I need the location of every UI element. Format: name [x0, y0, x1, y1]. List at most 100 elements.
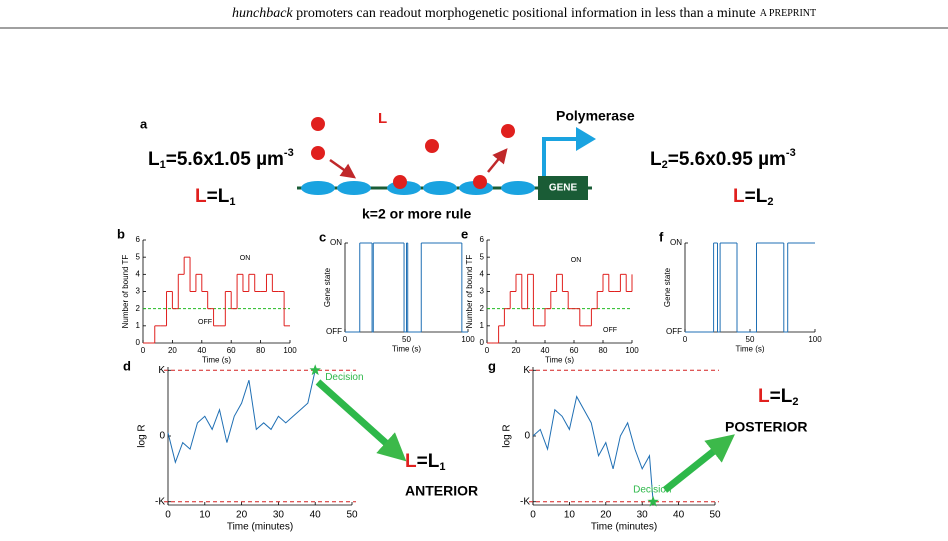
- y-tick-label: K: [158, 365, 165, 376]
- panel-letter: f: [659, 229, 664, 244]
- y-tick-label: 5: [480, 252, 485, 261]
- x-tick-label: 10: [199, 510, 211, 521]
- y-axis-label: Gene state: [323, 267, 332, 307]
- x-tick-label: 100: [625, 346, 639, 355]
- y-tick-label: 2: [480, 304, 485, 313]
- y-tick-label: 4: [136, 269, 141, 278]
- x-axis-label: Time (s): [202, 356, 231, 365]
- x-tick-label: 60: [570, 346, 579, 355]
- ligand-eq-left: L=L1: [195, 186, 235, 208]
- x-tick-label: 0: [485, 346, 490, 355]
- x-tick-label: 50: [346, 510, 358, 521]
- x-tick-label: 50: [402, 335, 411, 344]
- state-annotation: OFF: [603, 327, 617, 334]
- outcome-arrow: [315, 379, 407, 462]
- concentration-left: L1=5.6x1.05 µm-3: [148, 147, 294, 171]
- y-tick-label: K: [523, 365, 530, 376]
- y-tick-label: 6: [480, 235, 485, 244]
- y-tick-label: 0: [480, 338, 485, 347]
- x-tick-label: 10: [564, 510, 576, 521]
- x-axis-label: Time (minutes): [591, 522, 657, 533]
- y-tick-label: 6: [136, 235, 141, 244]
- series-line: [167, 370, 316, 464]
- y-tick-label: 3: [480, 287, 485, 296]
- y-axis-label: Number of bound TF: [121, 255, 130, 329]
- gene-label: GENE: [549, 183, 578, 194]
- outcome-eq-text: =L: [770, 386, 793, 407]
- polymerase-arrow: [542, 127, 596, 176]
- panel-letter: e: [461, 226, 468, 241]
- y-axis-label: Gene state: [663, 267, 672, 307]
- rule-label: k=2 or more rule: [362, 206, 472, 222]
- outcome-symbol: L: [405, 451, 417, 472]
- x-tick-label: 0: [683, 335, 688, 344]
- y-tick-label: OFF: [666, 327, 682, 336]
- x-tick-label: 20: [512, 346, 521, 355]
- panel-letter: a: [140, 116, 148, 131]
- x-axis-label: Time (minutes): [227, 522, 293, 533]
- panel-letter: g: [488, 358, 496, 373]
- x-tick-label: 20: [600, 510, 612, 521]
- x-tick-label: 20: [168, 346, 177, 355]
- unbinding-arrow: [487, 148, 508, 173]
- y-tick-label: 0: [136, 338, 141, 347]
- x-tick-label: 30: [273, 510, 285, 521]
- outcome-eq: L=L1: [405, 451, 445, 473]
- y-axis-label: log R: [137, 424, 148, 447]
- decision-label: Decision: [633, 484, 671, 495]
- y-tick-label: -K: [155, 496, 165, 507]
- outcome-label: POSTERIOR: [725, 419, 807, 435]
- x-tick-label: 0: [141, 346, 146, 355]
- x-tick-label: 40: [310, 510, 322, 521]
- x-axis-label: Time (s): [735, 345, 764, 354]
- polymerase-label: Polymerase: [556, 108, 635, 124]
- x-tick-label: 40: [197, 346, 206, 355]
- y-tick-label: -K: [520, 496, 530, 507]
- outcome-sub: 2: [792, 396, 798, 408]
- state-annotation: ON: [571, 257, 582, 264]
- panel-letter: c: [319, 229, 326, 244]
- x-tick-label: 80: [599, 346, 608, 355]
- outcome-sub: 1: [439, 461, 445, 473]
- y-tick-label: 0: [159, 431, 165, 442]
- state-annotation: ON: [240, 255, 251, 262]
- state-annotation: OFF: [198, 319, 212, 326]
- x-tick-label: 50: [709, 510, 721, 521]
- x-tick-label: 30: [637, 510, 649, 521]
- y-tick-label: 3: [136, 287, 141, 296]
- binding-arrow: [329, 158, 357, 179]
- y-tick-label: 4: [480, 269, 485, 278]
- x-tick-label: 100: [283, 346, 297, 355]
- x-tick-label: 100: [808, 335, 822, 344]
- x-tick-label: 80: [256, 346, 265, 355]
- x-tick-label: 0: [165, 510, 171, 521]
- binding-sites: [301, 181, 535, 195]
- outcome-symbol: L: [758, 386, 770, 407]
- y-tick-label: ON: [330, 238, 342, 247]
- y-tick-label: 0: [524, 431, 530, 442]
- gene-box: [538, 176, 588, 200]
- x-axis-label: Time (s): [392, 345, 421, 354]
- outcome-eq: L=L2: [758, 386, 798, 408]
- x-tick-label: 0: [530, 510, 536, 521]
- y-axis-label: Number of bound TF: [465, 255, 474, 329]
- x-axis-label: Time (s): [545, 356, 574, 365]
- outcome-arrow: [662, 434, 735, 493]
- y-tick-label: OFF: [326, 327, 342, 336]
- y-tick-label: 1: [136, 321, 141, 330]
- ligand-eq-right: L=L2: [733, 186, 773, 208]
- y-tick-label: 5: [136, 252, 141, 261]
- y-tick-label: 1: [480, 321, 485, 330]
- x-tick-label: 40: [673, 510, 685, 521]
- x-tick-label: 100: [461, 335, 475, 344]
- running-header: hunchback promoters can readout morphoge…: [232, 6, 816, 21]
- x-tick-label: 0: [343, 335, 348, 344]
- y-axis-label: log R: [502, 424, 513, 447]
- y-tick-label: 2: [136, 304, 141, 313]
- decision-point: [309, 364, 321, 376]
- decision-point: [647, 495, 659, 507]
- ligand-molecules: [311, 117, 515, 189]
